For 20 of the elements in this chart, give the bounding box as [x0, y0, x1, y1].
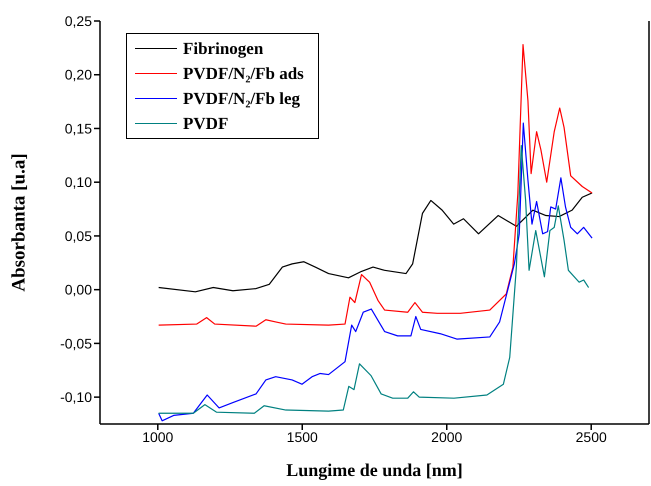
y-tick-label: 0,10 — [64, 174, 92, 190]
y-tick-label: 0,05 — [64, 228, 92, 244]
legend-label: PVDF — [183, 114, 228, 134]
y-tick-label: 0,25 — [64, 12, 92, 29]
legend-label: Fibrinogen — [183, 38, 264, 58]
x-tick-label: 2000 — [431, 428, 463, 445]
x-tick-label: 1000 — [142, 428, 174, 445]
y-tick-label: -0,05 — [60, 335, 92, 352]
x-tick-label: 1500 — [286, 428, 318, 445]
y-tick-label: 0,15 — [64, 120, 92, 136]
line-series — [158, 44, 593, 327]
x-tick-label: 2500 — [576, 428, 607, 445]
line-series — [158, 192, 593, 292]
y-tick-label: 0,20 — [64, 66, 92, 83]
x-axis-title: Lungime de unda [nm] — [286, 460, 463, 480]
y-axis-title: Absorbanta [u.a] — [8, 153, 30, 292]
legend-label: PVDF/N₂/Fb leg — [183, 88, 300, 108]
legend-label: PVDF/N₂/Fb ads — [183, 64, 304, 84]
y-tick-label: 0,00 — [64, 282, 92, 298]
y-tick-label: -0,10 — [60, 389, 92, 406]
